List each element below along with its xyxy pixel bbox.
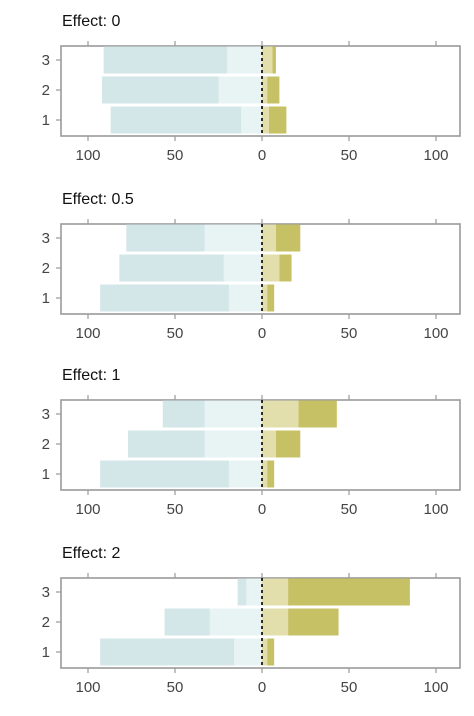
bar-positive-inner — [262, 106, 269, 134]
y-tick-label: 1 — [42, 112, 50, 129]
bar-positive-inner — [262, 284, 268, 312]
x-tick-label: 100 — [75, 147, 100, 164]
panel-effect-0-5: Effect: 0.5 3 2 1 100 50 0 50 100 — [42, 191, 461, 342]
x-tick-label: 50 — [341, 325, 358, 342]
bar-positive-outer — [275, 224, 301, 252]
bar-negative-outer — [162, 400, 205, 428]
bar-negative-inner — [241, 106, 262, 134]
x-tick-label: 100 — [75, 679, 100, 696]
x-tick-label: 100 — [423, 147, 448, 164]
bar-positive-outer — [279, 254, 292, 282]
bar-positive-outer — [268, 106, 287, 134]
bar-positive-inner — [262, 254, 280, 282]
bar-negative-outer — [100, 460, 229, 488]
bar-negative-inner — [228, 284, 262, 312]
bar-positive-inner — [262, 224, 276, 252]
x-tick-label: 100 — [75, 501, 100, 518]
bar-positive-inner — [262, 460, 268, 488]
bar-negative-outer — [100, 638, 235, 666]
x-tick-label: 50 — [341, 501, 358, 518]
y-tick-label: 1 — [42, 644, 50, 661]
x-tick-label: 0 — [258, 147, 266, 164]
panel-title: Effect: 0 — [62, 13, 121, 30]
x-tick-label: 100 — [423, 501, 448, 518]
bar-negative-outer — [101, 76, 219, 104]
x-tick-label: 50 — [167, 147, 184, 164]
bar-positive-outer — [272, 46, 276, 74]
bar-positive-outer — [298, 400, 337, 428]
bar-negative-inner — [209, 608, 262, 636]
x-tick-label: 50 — [341, 147, 358, 164]
bar-positive-outer — [288, 578, 410, 606]
bar-positive-inner — [262, 608, 289, 636]
x-tick-label: 50 — [167, 501, 184, 518]
bar-positive-outer — [267, 460, 275, 488]
x-tick-label: 100 — [423, 325, 448, 342]
x-tick-label: 0 — [258, 679, 266, 696]
bar-negative-outer — [110, 106, 242, 134]
bar-negative-inner — [218, 76, 262, 104]
bar-negative-outer — [164, 608, 210, 636]
panel-title: Effect: 1 — [62, 367, 121, 384]
bar-negative-inner — [223, 254, 262, 282]
panel-effect-2: Effect: 2 3 2 1 100 50 0 50 100 — [42, 545, 461, 696]
bar-negative-inner — [246, 578, 262, 606]
y-tick-label: 2 — [42, 260, 50, 277]
x-tick-label: 100 — [423, 679, 448, 696]
bar-positive-inner — [262, 578, 289, 606]
bar-positive-inner — [262, 46, 273, 74]
bar-positive-inner — [262, 400, 299, 428]
y-tick-label: 2 — [42, 82, 50, 99]
bar-positive-outer — [267, 284, 275, 312]
bar-positive-inner — [262, 638, 268, 666]
y-tick-label: 1 — [42, 290, 50, 307]
x-tick-label: 100 — [75, 325, 100, 342]
bar-positive-outer — [267, 638, 275, 666]
panel-title: Effect: 2 — [62, 545, 121, 562]
bar-negative-outer — [100, 284, 229, 312]
plot-frame — [60, 399, 461, 491]
plot-frame — [60, 577, 461, 669]
bar-positive-outer — [267, 76, 280, 104]
y-tick-label: 2 — [42, 614, 50, 631]
plot-frame — [60, 223, 461, 315]
x-tick-label: 0 — [258, 501, 266, 518]
panel-title: Effect: 0.5 — [62, 191, 134, 208]
bar-positive-outer — [275, 430, 301, 458]
y-tick-label: 3 — [42, 584, 50, 601]
y-tick-label: 1 — [42, 466, 50, 483]
panel-effect-0: Effect: 0 3 2 1 100 50 0 50 100 — [42, 13, 461, 164]
bar-positive-inner — [262, 430, 276, 458]
x-tick-label: 50 — [167, 325, 184, 342]
bar-negative-inner — [204, 224, 262, 252]
bar-negative-outer — [237, 578, 247, 606]
y-tick-label: 3 — [42, 52, 50, 69]
panel-effect-1: Effect: 1 3 2 1 100 50 0 50 100 — [42, 367, 461, 518]
y-tick-label: 2 — [42, 436, 50, 453]
x-tick-label: 0 — [258, 325, 266, 342]
bar-positive-inner — [262, 76, 268, 104]
y-tick-label: 3 — [42, 406, 50, 423]
x-tick-label: 50 — [341, 679, 358, 696]
bar-negative-outer — [119, 254, 224, 282]
bar-positive-outer — [288, 608, 339, 636]
bar-negative-outer — [126, 224, 205, 252]
bar-negative-inner — [204, 400, 262, 428]
bar-negative-inner — [227, 46, 262, 74]
y-tick-label: 3 — [42, 230, 50, 247]
bar-negative-inner — [204, 430, 262, 458]
x-tick-label: 50 — [167, 679, 184, 696]
bar-negative-inner — [228, 460, 262, 488]
bar-negative-outer — [103, 46, 228, 74]
bar-negative-inner — [234, 638, 262, 666]
plot-frame — [60, 45, 461, 137]
bar-negative-outer — [128, 430, 205, 458]
